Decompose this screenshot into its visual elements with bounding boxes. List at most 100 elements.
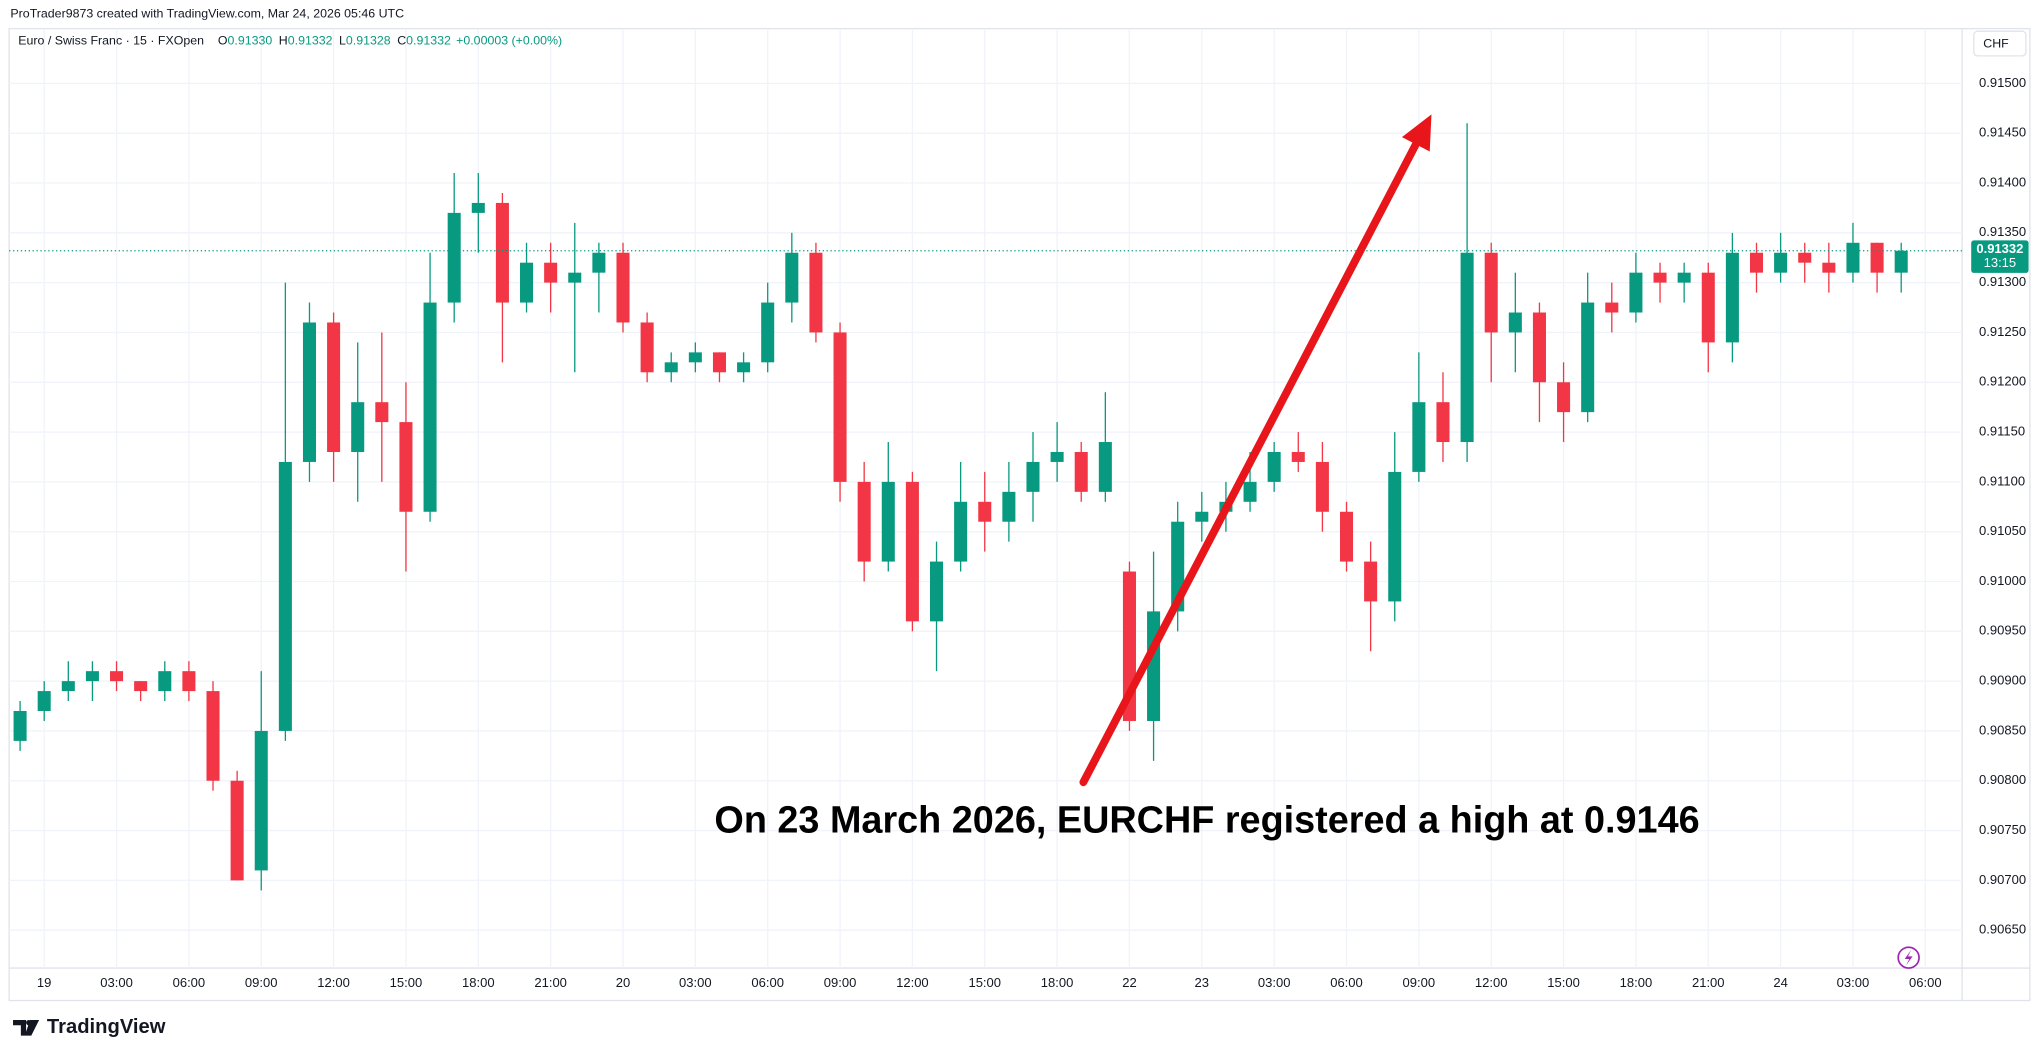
candle-body — [110, 671, 124, 682]
candle-body — [1291, 451, 1305, 462]
candle-body — [1484, 252, 1498, 333]
candle-body — [712, 352, 726, 373]
x-tick-label: 03:00 — [100, 975, 133, 990]
annotation: On 23 March 2026, EURCHF registered a hi… — [714, 799, 1699, 841]
candle-body — [1388, 471, 1402, 602]
candle-body — [930, 561, 944, 622]
legend-value: 0.91328 — [346, 34, 391, 48]
candle-body — [1557, 382, 1571, 413]
candle-body — [423, 302, 437, 512]
candle-body — [1436, 402, 1450, 443]
x-tick-label: 18:00 — [462, 975, 495, 990]
candle-body — [1653, 272, 1667, 283]
candle-body — [1339, 511, 1354, 562]
x-tick-label: 15:00 — [1547, 975, 1580, 990]
x-tick-label: 03:00 — [1837, 975, 1870, 990]
candle-body — [1774, 252, 1788, 273]
legend-label: C — [397, 34, 406, 48]
candle-body — [1412, 402, 1426, 472]
candle-body — [640, 322, 654, 373]
candles — [13, 123, 1908, 891]
price-label: 0.91332 — [1976, 241, 2023, 256]
candle-body — [833, 332, 847, 482]
candle-body — [1147, 611, 1161, 721]
candle-body — [1798, 252, 1812, 263]
candle-body — [471, 202, 485, 213]
x-tick-label: 12:00 — [1475, 975, 1508, 990]
candle-body — [1701, 272, 1715, 343]
legend-value: 0.91330 — [228, 34, 273, 48]
y-tick-label: 0.91400 — [1979, 174, 2026, 189]
y-tick-label: 0.91150 — [1979, 424, 2025, 439]
legend-label: H — [279, 34, 288, 48]
annotation-arrowhead — [1401, 114, 1432, 152]
candle-body — [182, 671, 196, 692]
candle-body — [254, 730, 268, 871]
candle-body — [544, 262, 558, 283]
symbol: Euro / Swiss Franc · 15 · FXOpen — [18, 34, 204, 48]
candle-body — [664, 362, 678, 373]
legend-value: 0.91332 — [406, 34, 451, 48]
candle-body — [1243, 481, 1257, 502]
price-label-box — [1971, 240, 2029, 273]
candle-body — [1894, 250, 1908, 273]
candle-body — [1581, 302, 1595, 413]
candle-body — [1605, 302, 1619, 313]
candle-body — [230, 780, 244, 881]
candle-body — [1846, 242, 1860, 273]
y-tick-label: 0.91300 — [1979, 274, 2026, 289]
x-tick-label: 09:00 — [824, 975, 857, 990]
candle-body — [278, 461, 292, 731]
candle-body — [1002, 491, 1016, 522]
y-tick-label: 0.91050 — [1979, 523, 2026, 538]
chart-frame — [8, 27, 2031, 1002]
candle-body — [568, 272, 582, 283]
candle-body — [375, 402, 389, 423]
x-tick-label: 03:00 — [679, 975, 712, 990]
candle-body — [1822, 262, 1836, 273]
candle-body — [1725, 252, 1739, 343]
candle-body — [1460, 252, 1474, 443]
candle-body — [85, 671, 99, 682]
y-tick-label: 0.91100 — [1979, 473, 2025, 488]
x-tick-label: 09:00 — [245, 975, 278, 990]
candle-body — [1532, 312, 1546, 383]
x-tick-label: 18:00 — [1041, 975, 1074, 990]
x-tick-label: 19 — [37, 975, 51, 990]
candle-body — [954, 501, 968, 562]
currency: CHF — [1983, 36, 2009, 50]
x-tick-label: 09:00 — [1403, 975, 1436, 990]
candle-body — [1508, 312, 1522, 333]
y-tick-label: 0.90800 — [1979, 772, 2026, 787]
candle-body — [13, 711, 27, 741]
candle-body — [520, 262, 534, 303]
x-tick-label: 18:00 — [1620, 975, 1653, 990]
candle-body — [1629, 272, 1643, 313]
y-tick-label: 0.90900 — [1979, 673, 2026, 688]
candle-body — [737, 362, 751, 373]
x-tick-label: 12:00 — [896, 975, 929, 990]
y-tick-label: 0.90750 — [1979, 822, 2026, 837]
y-tick-label: 0.91250 — [1979, 324, 2026, 339]
x-tick-label: 06:00 — [1909, 975, 1942, 990]
annotation-arrow — [1079, 140, 1420, 787]
brand-logo: TradingView — [13, 1016, 166, 1038]
candle-body — [978, 501, 992, 522]
x-tick-label: 24 — [1773, 975, 1787, 990]
y-tick-label: 0.91200 — [1979, 374, 2026, 389]
x-tick-label: 06:00 — [1330, 975, 1363, 990]
candle-body — [1098, 442, 1112, 492]
candle-body — [1267, 451, 1281, 482]
x-tick-label: 06:00 — [173, 975, 206, 990]
y-tick-label: 0.91450 — [1979, 125, 2026, 140]
candle-body — [302, 322, 316, 462]
y-tick-label: 0.90650 — [1979, 922, 2026, 937]
legend-value: 0.91332 — [288, 34, 333, 48]
candle-body — [761, 302, 775, 363]
candle-body — [1677, 272, 1691, 283]
candle-body — [61, 681, 75, 692]
x-tick-label: 03:00 — [1258, 975, 1291, 990]
legend-label: L — [339, 34, 346, 48]
